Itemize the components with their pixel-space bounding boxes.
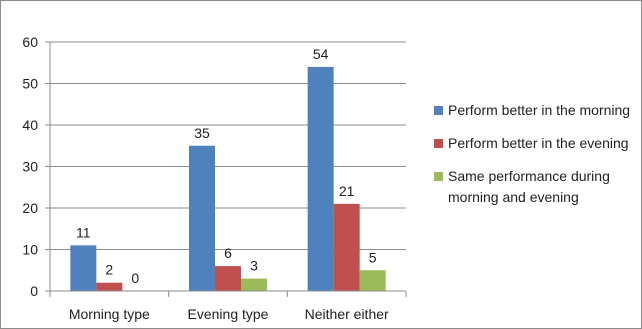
chart-legend: Perform better in the morning Perform be…: [434, 100, 642, 220]
data-label: 21: [339, 183, 355, 199]
data-label: 3: [250, 258, 258, 274]
x-tick-label: Morning type: [69, 306, 150, 322]
bar: [241, 278, 267, 291]
legend-label: Same performance during morning and even…: [448, 168, 610, 205]
legend-swatch: [434, 106, 443, 115]
y-tick-label: 0: [30, 283, 38, 299]
bar: [70, 245, 97, 291]
legend-label: Perform better in the morning: [448, 102, 631, 118]
bar: [333, 203, 360, 291]
legend-item-evening: Perform better in the evening: [434, 133, 642, 154]
data-label: 54: [313, 46, 329, 62]
x-tick-label: Evening type: [188, 306, 269, 322]
x-tick-label: Neither either: [305, 306, 389, 322]
data-label: 11: [76, 224, 91, 240]
legend-swatch: [434, 172, 443, 181]
y-tick-label: 10: [22, 242, 38, 258]
legend-item-morning: Perform better in the morning: [434, 100, 642, 121]
data-label: 35: [194, 125, 210, 141]
bar: [307, 66, 334, 292]
data-label: 0: [131, 270, 139, 286]
y-tick-label: 50: [22, 76, 38, 92]
legend-item-same: Same performance during morning and even…: [434, 166, 642, 208]
data-label: 5: [369, 249, 377, 265]
y-tick-label: 20: [22, 200, 38, 216]
y-tick-label: 60: [22, 34, 38, 50]
bar: [96, 282, 123, 291]
bar: [215, 266, 241, 291]
bar: [359, 270, 386, 291]
y-tick-label: 40: [22, 117, 38, 133]
bar: [189, 145, 215, 291]
legend-label: Perform better in the evening: [448, 135, 629, 151]
data-label: 6: [224, 245, 232, 261]
data-label: 2: [105, 262, 113, 278]
y-tick-label: 30: [22, 159, 38, 175]
legend-swatch: [434, 139, 443, 148]
